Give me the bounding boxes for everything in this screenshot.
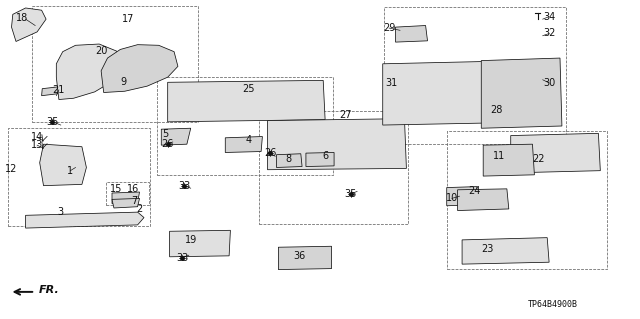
Polygon shape: [12, 8, 46, 41]
Text: 3: 3: [58, 207, 64, 217]
Text: 35: 35: [344, 189, 357, 199]
Text: TP64B4900B: TP64B4900B: [528, 300, 578, 309]
Text: 34: 34: [543, 11, 556, 22]
Text: 24: 24: [468, 186, 481, 196]
Text: 32: 32: [543, 28, 556, 39]
Text: 9: 9: [120, 77, 127, 87]
Text: 11: 11: [493, 151, 506, 161]
Polygon shape: [268, 119, 406, 170]
Polygon shape: [278, 246, 332, 270]
Polygon shape: [447, 187, 479, 206]
Polygon shape: [40, 144, 86, 186]
Text: 21: 21: [52, 85, 65, 95]
Text: 18: 18: [15, 12, 28, 23]
Text: 4: 4: [245, 135, 252, 145]
Text: 20: 20: [95, 46, 108, 56]
Text: 1: 1: [67, 166, 74, 176]
Text: 10: 10: [445, 193, 458, 204]
Text: 28: 28: [490, 105, 502, 115]
Text: 25: 25: [242, 84, 255, 94]
Polygon shape: [225, 137, 262, 152]
Text: 5: 5: [162, 129, 168, 139]
Text: 19: 19: [184, 235, 197, 245]
Polygon shape: [483, 144, 534, 176]
Polygon shape: [511, 133, 600, 173]
Polygon shape: [396, 26, 428, 42]
Polygon shape: [306, 152, 334, 167]
Text: 6: 6: [322, 151, 328, 161]
Polygon shape: [42, 87, 59, 96]
Text: 30: 30: [543, 78, 556, 88]
Text: 23: 23: [481, 244, 494, 255]
Polygon shape: [161, 128, 191, 145]
Polygon shape: [276, 154, 302, 167]
Polygon shape: [101, 45, 178, 93]
Text: 36: 36: [293, 251, 306, 261]
Text: 35: 35: [46, 117, 59, 127]
Text: 22: 22: [532, 154, 545, 165]
Text: FR.: FR.: [38, 285, 59, 295]
Text: 8: 8: [285, 154, 291, 165]
Text: 14: 14: [31, 132, 44, 142]
Polygon shape: [26, 212, 144, 228]
Text: 15: 15: [110, 184, 123, 194]
Text: 31: 31: [385, 78, 398, 88]
Text: 29: 29: [383, 23, 396, 33]
Text: 26: 26: [161, 139, 174, 149]
Text: 33: 33: [178, 181, 191, 191]
Polygon shape: [168, 80, 325, 122]
Text: 33: 33: [176, 253, 189, 263]
Polygon shape: [383, 61, 498, 125]
Text: 16: 16: [127, 184, 140, 194]
Text: 27: 27: [339, 110, 352, 121]
Text: 26: 26: [264, 148, 276, 158]
Text: 12: 12: [5, 164, 18, 174]
Polygon shape: [112, 192, 140, 204]
Polygon shape: [458, 189, 509, 211]
Text: 7: 7: [131, 196, 138, 206]
Polygon shape: [56, 44, 123, 100]
Text: 2: 2: [136, 204, 143, 214]
Text: 17: 17: [122, 14, 134, 24]
Polygon shape: [112, 198, 140, 208]
Polygon shape: [170, 230, 230, 257]
Polygon shape: [481, 58, 562, 128]
Text: 13: 13: [31, 140, 44, 150]
Polygon shape: [462, 238, 549, 264]
